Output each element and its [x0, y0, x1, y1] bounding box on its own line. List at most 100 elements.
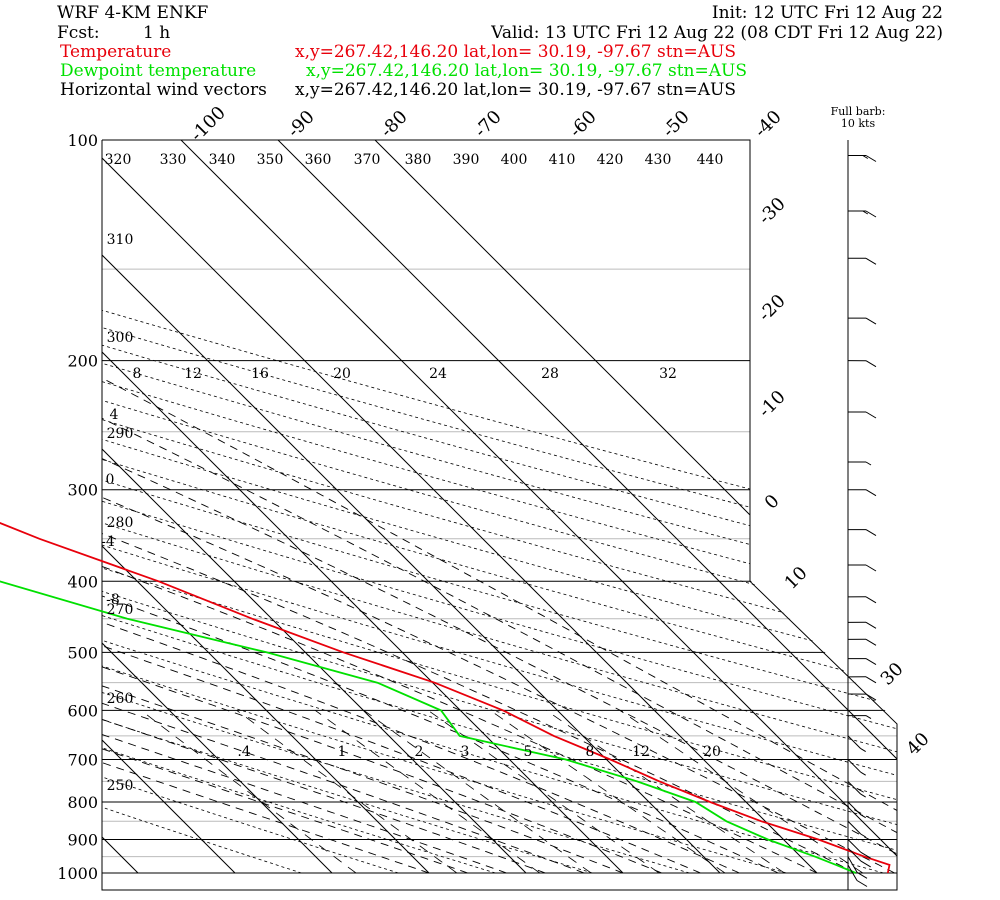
legend-temperature-name: Temperature	[60, 42, 171, 62]
dry-adiabat	[102, 140, 897, 874]
wind-barb	[847, 411, 877, 419]
theta-label: 430	[645, 152, 672, 168]
theta-label: 420	[597, 152, 624, 168]
dry-adiabat	[102, 140, 897, 874]
thetae-label: 28	[541, 366, 559, 382]
wind-barb-column	[847, 155, 877, 887]
isotherm	[102, 140, 818, 874]
theta-label: 310	[107, 232, 134, 248]
dry-adiabat	[102, 140, 897, 874]
mixing-ratio-line	[315, 710, 541, 874]
init-time: Init: 12 UTC Fri 12 Aug 22	[712, 3, 943, 23]
wind-barb	[847, 596, 877, 604]
isotherm	[180, 140, 897, 874]
moist-adiabat	[102, 360, 779, 874]
theta-label: 320	[105, 152, 132, 168]
isotherm-label: -50	[658, 106, 693, 141]
pressure-tick-label: 900	[67, 830, 98, 849]
isotherm	[0, 140, 41, 873]
wind-barb	[847, 693, 877, 701]
mixing-ratio-line	[363, 710, 592, 874]
isotherm-label: -80	[376, 106, 411, 141]
temperature-profile-line	[0, 522, 891, 874]
isotherm	[102, 140, 721, 874]
wind-barb	[847, 489, 877, 497]
wind-barb	[847, 847, 871, 868]
wind-barb	[847, 658, 877, 666]
fcst-value: 1 h	[143, 23, 170, 43]
thetae-label: 24	[429, 366, 447, 382]
thetae-label: -4	[101, 534, 115, 550]
theta-label: 360	[305, 152, 332, 168]
thetae-label: 20	[333, 366, 351, 382]
thetae-label: -8	[106, 592, 120, 608]
isotherm-label: -30	[754, 193, 789, 228]
mixing-ratio-line	[545, 710, 785, 874]
mixing-ratio-label: 1	[338, 744, 347, 760]
thetae-label: 4	[110, 407, 119, 423]
moist-adiabat	[102, 360, 857, 874]
legend-wind-info: x,y=267.42,146.20 lat,lon= 30.19, -97.67…	[295, 80, 736, 100]
wind-barb	[847, 759, 866, 776]
thetae-label: 8	[133, 366, 142, 382]
isotherm-label: 10	[781, 563, 812, 594]
mixing-ratio-line	[619, 710, 864, 874]
theta-label: 270	[107, 602, 134, 618]
wind-barb	[847, 856, 868, 879]
legend-wind-name: Horizontal wind vectors	[60, 80, 267, 100]
wind-barb	[847, 820, 866, 838]
theta-label: 250	[107, 778, 134, 794]
isotherm	[277, 140, 897, 874]
wind-barb	[847, 461, 872, 466]
wind-barb	[847, 257, 877, 265]
wind-barb	[847, 155, 877, 162]
thetae-label: 16	[251, 366, 269, 382]
isotherm	[102, 140, 527, 874]
moist-adiabat	[102, 360, 740, 874]
isotherm-label: -90	[283, 106, 318, 141]
mixing-ratio-line	[140, 710, 357, 874]
wind-key-line1: Full barb:	[831, 105, 886, 118]
plot-frame	[101, 139, 898, 891]
legend-temperature-info: x,y=267.42,146.20 lat,lon= 30.19, -97.67…	[295, 42, 736, 62]
dry-adiabat	[102, 140, 690, 874]
pressure-tick-label: 700	[67, 750, 98, 769]
thetae-label: 32	[659, 366, 677, 382]
dry-adiabat	[102, 140, 399, 874]
wind-barb	[847, 676, 877, 684]
isotherm	[374, 140, 897, 874]
isotherm-label: -20	[754, 290, 789, 325]
wind-barb	[847, 360, 877, 368]
moist-adiabat	[102, 360, 701, 874]
mixing-ratio-label: 8	[586, 744, 595, 760]
theta-label: 370	[354, 152, 381, 168]
wind-barb	[847, 781, 866, 798]
wind-barb	[847, 638, 877, 646]
wind-barb	[847, 864, 868, 887]
dry-adiabat	[102, 140, 897, 874]
fcst-label: Fcst:	[57, 23, 100, 43]
pressure-tick-label: 200	[67, 352, 98, 371]
moist-adiabat	[102, 360, 662, 874]
mixing-ratio-line	[427, 710, 660, 874]
moist-adiabat	[102, 360, 468, 874]
isotherm-label: -70	[470, 106, 505, 141]
theta-label: 280	[107, 515, 134, 531]
dry-adiabat	[102, 140, 496, 874]
moist-adiabat	[102, 360, 895, 874]
legend-dewpoint-name: Dewpoint temperature	[60, 61, 256, 81]
mixing-ratio-line	[489, 710, 726, 874]
dry-adiabat	[102, 140, 787, 874]
moist-adiabat	[102, 360, 897, 874]
pressure-tick-label: 500	[67, 643, 98, 662]
isotherm-label: 30	[877, 659, 908, 690]
theta-label: 380	[405, 152, 432, 168]
isotherm	[102, 140, 624, 874]
isotherm-label: -10	[754, 386, 789, 421]
moist-adiabat	[102, 360, 430, 874]
moist-adiabat	[102, 360, 624, 874]
wind-barb	[847, 801, 866, 819]
valid-time: Valid: 13 UTC Fri 12 Aug 22 (08 CDT Fri …	[490, 23, 943, 43]
mixing-ratio-label: 20	[703, 744, 721, 760]
